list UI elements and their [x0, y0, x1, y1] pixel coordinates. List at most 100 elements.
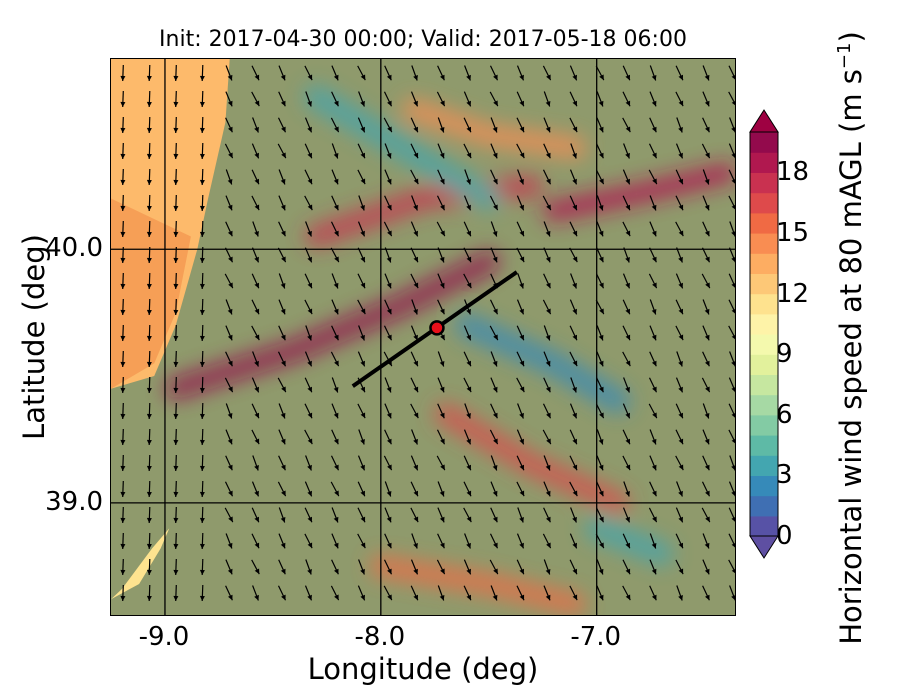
- wind-vector-head: [387, 126, 392, 133]
- wind-vector-head: [173, 491, 179, 497]
- lat-lon-grid: [111, 59, 735, 615]
- wind-vector-head: [387, 594, 392, 601]
- wind-vector-head: [307, 101, 312, 107]
- wind-vector-head: [572, 100, 577, 107]
- wind-vector-head: [228, 386, 233, 393]
- wind-vector-head: [652, 282, 657, 289]
- colorbar-segment: [750, 233, 778, 254]
- wind-vector-head: [360, 412, 366, 419]
- wind-vector-head: [439, 490, 445, 497]
- wind-vector-head: [731, 491, 735, 496]
- wind-vector-head: [678, 204, 684, 211]
- wind-vector-head: [360, 386, 365, 393]
- wind-vector-head: [466, 542, 471, 549]
- wind-vector-head: [598, 230, 604, 237]
- wind-vector-head: [173, 231, 179, 237]
- wind-vector-head: [466, 490, 472, 497]
- wind-vector-head: [545, 335, 551, 341]
- wind-vector-head: [254, 438, 260, 445]
- wind-vector-head: [280, 568, 286, 575]
- wind-vector-head: [572, 594, 578, 601]
- map-panel[interactable]: [110, 58, 736, 616]
- wind-vector-head: [439, 282, 445, 289]
- wind-vector-head: [254, 204, 260, 211]
- wind-vector-head: [173, 569, 179, 575]
- wind-vector-head: [546, 542, 551, 549]
- wind-vector-head: [199, 205, 205, 211]
- wind-vector-head: [493, 568, 498, 575]
- wind-vector-head: [120, 569, 126, 575]
- wind-vector-head: [173, 387, 179, 393]
- wind-vector-head: [545, 230, 551, 237]
- wind-vector-head: [572, 490, 578, 497]
- wind-vector-head: [466, 568, 471, 575]
- wind-vector-head: [120, 101, 126, 107]
- wind-vector-head: [254, 178, 259, 185]
- colorbar-segment: [750, 435, 778, 456]
- wind-vector-head: [307, 569, 312, 575]
- wind-vector-head: [678, 568, 684, 575]
- wind-vector-head: [493, 438, 498, 445]
- wind-vector-head: [334, 568, 339, 575]
- wind-vector-head: [572, 230, 578, 237]
- wind-vector-head: [173, 205, 179, 211]
- wind-vector-head: [199, 75, 205, 81]
- wind-vector-head: [333, 412, 339, 419]
- wind-vector: [728, 325, 735, 339]
- wind-vector-head: [492, 152, 498, 159]
- wind-vector-head: [439, 412, 445, 419]
- wind-vector-head: [546, 204, 551, 211]
- wind-vector-head: [652, 516, 657, 523]
- wind-vector-head: [651, 360, 657, 367]
- colorbar-tick-label: 18: [776, 157, 810, 188]
- wind-vector-head: [466, 282, 472, 289]
- wind-vector-head: [492, 516, 498, 523]
- wind-vector-head: [120, 127, 126, 133]
- wind-vector-head: [307, 490, 312, 497]
- wind-vector-head: [228, 360, 233, 367]
- low-wind-coastal-patch: [111, 528, 170, 600]
- wind-vector-head: [731, 439, 735, 444]
- wind-vector-head: [173, 543, 179, 549]
- wind-map[interactable]: [111, 59, 736, 616]
- wind-vector-head: [146, 569, 152, 575]
- wind-vector-head: [334, 594, 339, 601]
- wind-vector-head: [704, 568, 710, 575]
- wind-vector-head: [625, 542, 630, 549]
- wind-vector-head: [705, 594, 710, 601]
- wind-vector-head: [519, 568, 524, 575]
- wind-vector-head: [254, 386, 259, 393]
- wind-vector-head: [705, 282, 710, 289]
- wind-vector-head: [546, 282, 551, 289]
- wind-vector-head: [120, 595, 126, 601]
- wind-vector-head: [439, 361, 445, 367]
- wind-vector-head: [120, 205, 126, 211]
- wind-vector-head: [519, 542, 524, 549]
- wind-vector-head: [386, 308, 392, 315]
- wind-vector-head: [625, 204, 630, 211]
- colorbar-segment: [750, 212, 778, 234]
- colorbar-segment: [750, 515, 778, 537]
- wind-vector-head: [678, 127, 683, 133]
- wind-vector-head: [519, 594, 525, 601]
- wind-vector-head: [625, 257, 630, 263]
- wind-vector-head: [625, 230, 631, 237]
- wind-vector-head: [731, 335, 735, 340]
- wind-vector-head: [413, 464, 418, 471]
- wind-vector-head: [678, 542, 683, 549]
- wind-vector-head: [307, 438, 313, 445]
- colorbar-frame: [749, 131, 779, 537]
- wind-vector-head: [333, 178, 339, 185]
- wind-vector-head: [413, 256, 418, 263]
- wind-vector-head: [492, 360, 498, 367]
- wind-vector-head: [146, 231, 152, 237]
- site-marker[interactable]: [429, 320, 445, 336]
- wind-vector-head: [360, 516, 366, 523]
- wind-vector-head: [466, 308, 471, 315]
- wind-vector-head: [572, 126, 578, 133]
- colorbar-segment: [750, 313, 778, 335]
- wind-vector-head: [546, 438, 551, 445]
- wind-vector-head: [466, 152, 472, 159]
- wind-vector-head: [120, 543, 126, 549]
- colorbar-segment: [750, 354, 778, 375]
